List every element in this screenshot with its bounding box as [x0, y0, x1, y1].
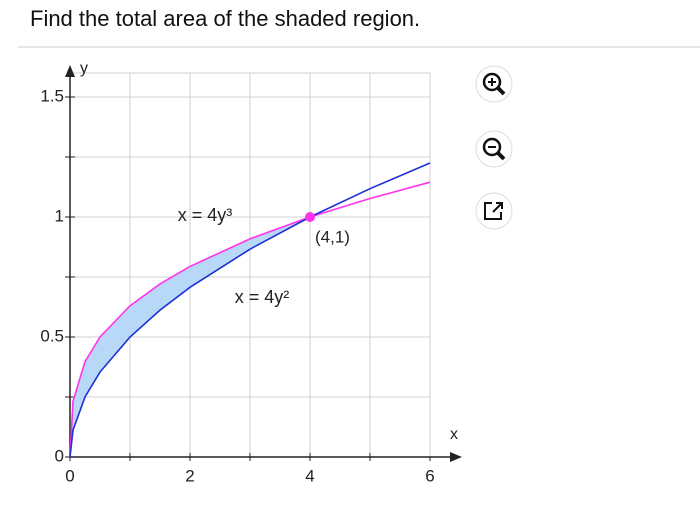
x-axis-label: x	[450, 426, 458, 443]
zoom-in[interactable]	[475, 65, 513, 103]
x-tick-label: 2	[185, 466, 194, 485]
x-tick-label: 6	[425, 466, 434, 485]
x-tick-label: 4	[305, 466, 314, 485]
y-tick-label: 0	[55, 446, 64, 465]
x-tick-label: 0	[65, 466, 74, 485]
x-arrow	[450, 452, 462, 462]
curve-label: x = 4y²	[235, 287, 290, 307]
y-axis-label: y	[80, 60, 88, 77]
curve	[69, 181, 431, 458]
y-arrow	[65, 65, 75, 77]
curve-label: x = 4y³	[178, 205, 233, 225]
zoom-out[interactable]	[475, 130, 513, 168]
y-tick-label: 0.5	[40, 326, 64, 345]
question: Find the total area of the shaded region…	[30, 6, 421, 31]
point	[305, 212, 315, 222]
open-external[interactable]	[475, 192, 513, 230]
point-label: (4,1)	[315, 227, 350, 246]
shaded-region	[70, 217, 310, 457]
y-tick-label: 1	[55, 206, 64, 225]
y-tick-label: 1.5	[40, 86, 64, 105]
curve	[69, 162, 431, 458]
